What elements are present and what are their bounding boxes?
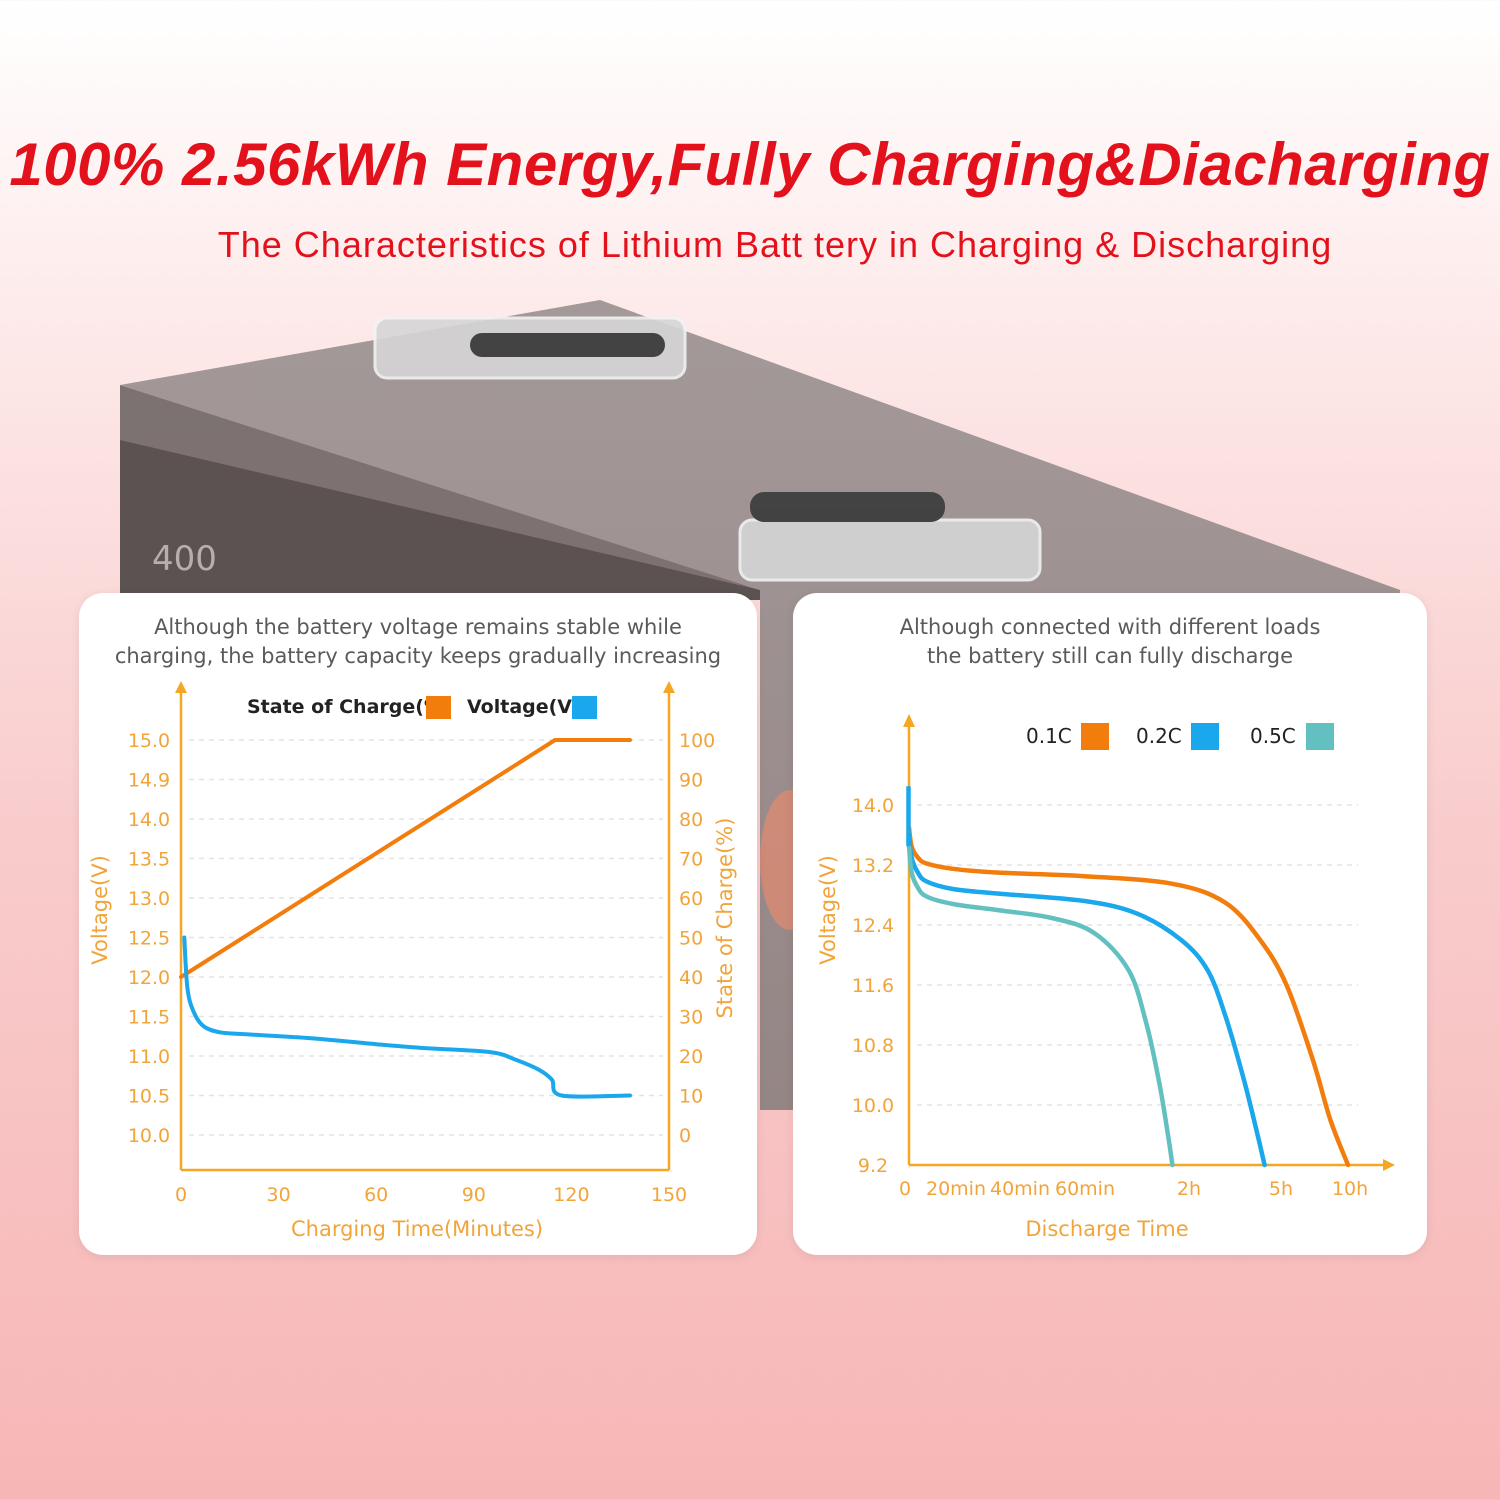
x-tick-label: 60min (1055, 1178, 1115, 1200)
caption-line: the battery still can fully discharge (926, 644, 1294, 668)
x-tick-label: 40min (990, 1178, 1050, 1200)
legend-swatch (1191, 723, 1219, 750)
legend-swatch (1081, 723, 1109, 750)
x-tick-label: 20min (926, 1178, 986, 1200)
y2-tick-label: 90 (679, 770, 703, 792)
charging-chart: 15.0 14.9 14.0 13.5 13.0 12.5 12.0 11.5 11.0 10.5… (88, 681, 737, 1241)
battery-face (120, 440, 760, 600)
soc-series-line (179, 738, 632, 979)
y-tick-label: 10.8 (852, 1035, 894, 1057)
y-tick-label: 14.9 (128, 770, 170, 792)
x-tick-label: 0 (175, 1184, 187, 1206)
y-tick-label: 9.2 (858, 1155, 888, 1177)
battery-label: 400 (152, 539, 217, 579)
handle-front (738, 492, 1042, 582)
y2-tick-label: 80 (679, 809, 703, 831)
voltage-series-line (182, 935, 632, 1099)
x-axis-title: Charging Time(Minutes) (291, 1217, 543, 1241)
y2-tick-label: 70 (679, 849, 703, 871)
y-axis-left-arrow (175, 681, 187, 693)
discharge-series-line (906, 832, 1267, 1168)
x-tick-label: 90 (462, 1184, 486, 1206)
y-tick-label: 13.0 (128, 888, 170, 910)
x-tick-label: 10h (1332, 1178, 1368, 1200)
y2-tick-label: 40 (679, 967, 703, 989)
y-axis-title: Voltage(V) (88, 855, 112, 965)
x-tick-label: 5h (1269, 1178, 1293, 1200)
y-tick-label: 11.6 (852, 975, 894, 997)
legend-swatch (1306, 723, 1334, 750)
legend-swatch-soc (426, 696, 451, 719)
legend-swatch-voltage (572, 696, 597, 719)
discharge-chart-caption: Although connected with different loads … (793, 613, 1427, 671)
y-tick-label: 11.0 (128, 1046, 170, 1068)
caption-line: Although the battery voltage remains sta… (154, 615, 682, 639)
x-axis-title: Discharge Time (1025, 1217, 1188, 1241)
legend-label-soc: State of Charge(%) (247, 696, 452, 718)
discharge-series-line (906, 844, 1175, 1168)
x-tick-label: 0 (899, 1178, 911, 1200)
x-tick-label: 30 (267, 1184, 291, 1206)
legend-label: 0.2C (1136, 724, 1182, 748)
y-axis-arrow (903, 714, 915, 727)
y2-tick-label: 100 (679, 730, 715, 752)
x-axis-arrow (1383, 1159, 1395, 1171)
y-tick-label: 14.0 (128, 809, 170, 831)
charging-chart-panel: Although the battery voltage remains sta… (79, 593, 757, 1255)
subheadline: The Characteristics of Lithium Batt tery… (217, 224, 1333, 265)
y-tick-label: 14.0 (852, 795, 894, 817)
legend-label-voltage: Voltage(V) (467, 696, 581, 718)
y2-tick-label: 60 (679, 888, 703, 910)
x-tick-label: 60 (364, 1184, 388, 1206)
y-axis-title: Voltage(V) (816, 855, 840, 965)
y-tick-label: 11.5 (128, 1007, 170, 1029)
y2-tick-label: 30 (679, 1007, 703, 1029)
y-tick-label: 15.0 (128, 730, 170, 752)
discharge-chart-panel: Although connected with different loads … (793, 593, 1427, 1255)
handle-top (373, 316, 687, 380)
y-tick-label: 13.5 (128, 849, 170, 871)
discharge-series-line (906, 825, 1351, 1168)
y2-tick-label: 20 (679, 1046, 703, 1068)
y-tick-label: 10.0 (852, 1095, 894, 1117)
x-tick-label: 2h (1177, 1178, 1201, 1200)
y2-axis-title: State of Charge(%) (713, 818, 737, 1019)
y-tick-label: 12.5 (128, 928, 170, 950)
x-tick-label: 150 (651, 1184, 687, 1206)
y-tick-label: 12.0 (128, 967, 170, 989)
y2-tick-label: 50 (679, 928, 703, 950)
y-tick-label: 10.5 (128, 1086, 170, 1108)
y2-tick-label: 0 (679, 1125, 691, 1147)
y-tick-label: 10.0 (128, 1125, 170, 1147)
caption-line: charging, the battery capacity keeps gra… (114, 644, 722, 668)
caption-line: Although connected with different loads (899, 615, 1321, 639)
legend-label: 0.1C (1026, 724, 1072, 748)
y2-tick-label: 10 (679, 1086, 703, 1108)
y-axis-right-arrow (663, 681, 675, 693)
y-tick-label: 13.2 (852, 855, 894, 877)
headline: 100% 2.56kWh Energy,Fully Charging&Diach… (9, 131, 1491, 198)
discharge-chart: 14.0 13.2 12.4 11.6 10.8 10.0 9.2 0 20min 40min 60… (816, 714, 1395, 1241)
charging-chart-caption: Although the battery voltage remains sta… (79, 613, 757, 671)
y-tick-label: 12.4 (852, 915, 894, 937)
legend-label: 0.5C (1250, 724, 1296, 748)
battery-front (120, 385, 760, 600)
x-tick-label: 120 (553, 1184, 589, 1206)
